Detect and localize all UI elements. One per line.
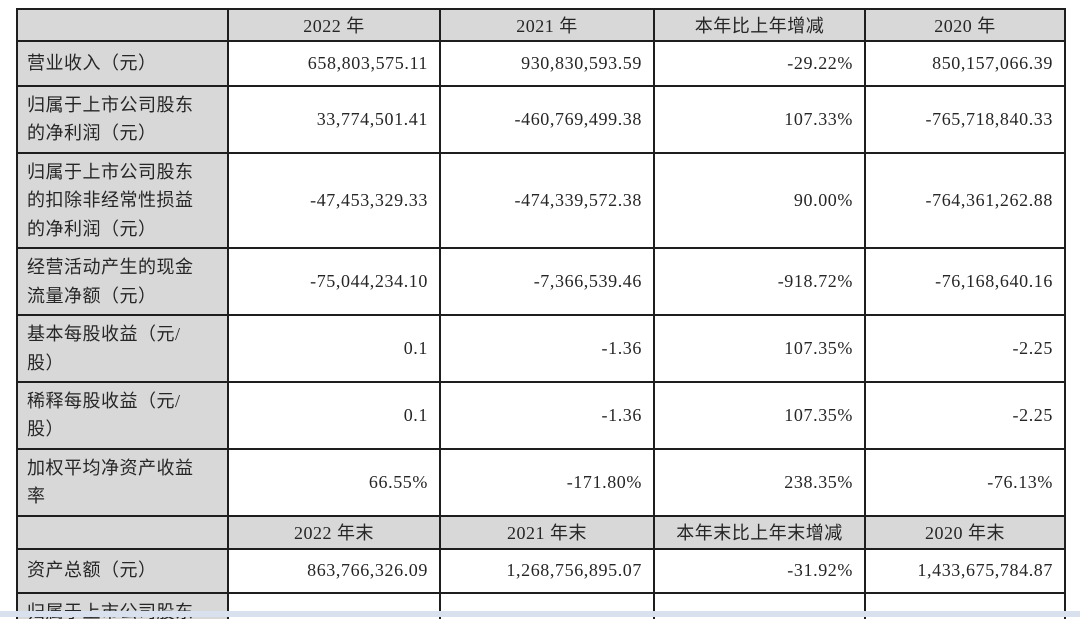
value-2021: -1.36 <box>439 314 655 383</box>
value-2022: -47,453,329.33 <box>227 151 441 250</box>
key-financials-table: 2022 年 2021 年 本年比上年增减 2020 年 营业收入（元） 658… <box>16 8 1066 619</box>
row-label: 资产总额（元） <box>16 547 229 594</box>
value-2020: -76,168,640.16 <box>864 247 1066 317</box>
row-weighted-avg-roe: 加权平均净资产收益 率 66.55% -171.80% 238.35% -76.… <box>16 447 1066 517</box>
row-total-assets: 资产总额（元） 863,766,326.09 1,268,756,895.07 … <box>16 547 1066 594</box>
header-2021: 2021 年 <box>439 8 655 42</box>
value-change: 107.35% <box>653 314 866 383</box>
row-label: 营业收入（元） <box>16 40 229 87</box>
corner-cell <box>16 514 229 550</box>
value-change: 238.35% <box>653 447 866 517</box>
value-2022: 0.1 <box>227 314 441 383</box>
row-label: 基本每股收益（元/ 股） <box>16 314 229 383</box>
value-2022: 66.55% <box>227 447 441 517</box>
value-2020: -764,361,262.88 <box>864 151 1066 250</box>
corner-cell <box>16 8 229 42</box>
value-eop-change: -31.92% <box>653 547 866 594</box>
period-header-row: 2022 年 2021 年 本年比上年增减 2020 年 <box>16 8 1066 42</box>
row-operating-revenue: 营业收入（元） 658,803,575.11 930,830,593.59 -2… <box>16 40 1066 87</box>
row-label: 归属于上市公司股东 的净利润（元） <box>16 85 229 154</box>
value-2020: -2.25 <box>864 380 1066 450</box>
row-label: 加权平均净资产收益 率 <box>16 447 229 517</box>
row-label: 稀释每股收益（元/ 股） <box>16 380 229 450</box>
header-2020: 2020 年 <box>864 8 1066 42</box>
value-2022: 33,774,501.41 <box>227 85 441 154</box>
row-operating-cash-flow: 经营活动产生的现金 流量净额（元） -75,044,234.10 -7,366,… <box>16 247 1066 317</box>
eop-header-row: 2022 年末 2021 年末 本年末比上年末增减 2020 年末 <box>16 514 1066 550</box>
row-diluted-eps: 稀释每股收益（元/ 股） 0.1 -1.36 107.35% -2.25 <box>16 380 1066 450</box>
value-change: -29.22% <box>653 40 866 87</box>
value-2020: -765,718,840.33 <box>864 85 1066 154</box>
header-2022-end: 2022 年末 <box>227 514 441 550</box>
row-net-profit-excl-nonrecurring: 归属于上市公司股东 的扣除非经常性损益 的净利润（元） -47,453,329.… <box>16 151 1066 250</box>
value-2022: -75,044,234.10 <box>227 247 441 317</box>
row-label: 归属于上市公司股东 的扣除非经常性损益 的净利润（元） <box>16 151 229 250</box>
value-2022: 0.1 <box>227 380 441 450</box>
header-2022: 2022 年 <box>227 8 441 42</box>
value-2020: -2.25 <box>864 314 1066 383</box>
value-2022: 658,803,575.11 <box>227 40 441 87</box>
value-change: 107.33% <box>653 85 866 154</box>
row-label: 经营活动产生的现金 流量净额（元） <box>16 247 229 317</box>
value-2021: -7,366,539.46 <box>439 247 655 317</box>
value-2021-end: 1,268,756,895.07 <box>439 547 655 594</box>
value-2021: -460,769,499.38 <box>439 85 655 154</box>
row-net-profit-attributable: 归属于上市公司股东 的净利润（元） 33,774,501.41 -460,769… <box>16 85 1066 154</box>
value-2022-end: 863,766,326.09 <box>227 547 441 594</box>
value-2021: -474,339,572.38 <box>439 151 655 250</box>
value-2020: 850,157,066.39 <box>864 40 1066 87</box>
header-yoy-change: 本年比上年增减 <box>653 8 866 42</box>
value-2021: -1.36 <box>439 380 655 450</box>
value-2021: 930,830,593.59 <box>439 40 655 87</box>
value-change: -918.72% <box>653 247 866 317</box>
value-change: 107.35% <box>653 380 866 450</box>
header-2021-end: 2021 年末 <box>439 514 655 550</box>
value-change: 90.00% <box>653 151 866 250</box>
value-2020-end: 1,433,675,784.87 <box>864 547 1066 594</box>
header-2020-end: 2020 年末 <box>864 514 1066 550</box>
header-eop-change: 本年末比上年末增减 <box>653 514 866 550</box>
row-basic-eps: 基本每股收益（元/ 股） 0.1 -1.36 107.35% -2.25 <box>16 314 1066 383</box>
value-2021: -171.80% <box>439 447 655 517</box>
page-bottom-strip <box>0 611 1080 617</box>
value-2020: -76.13% <box>864 447 1066 517</box>
